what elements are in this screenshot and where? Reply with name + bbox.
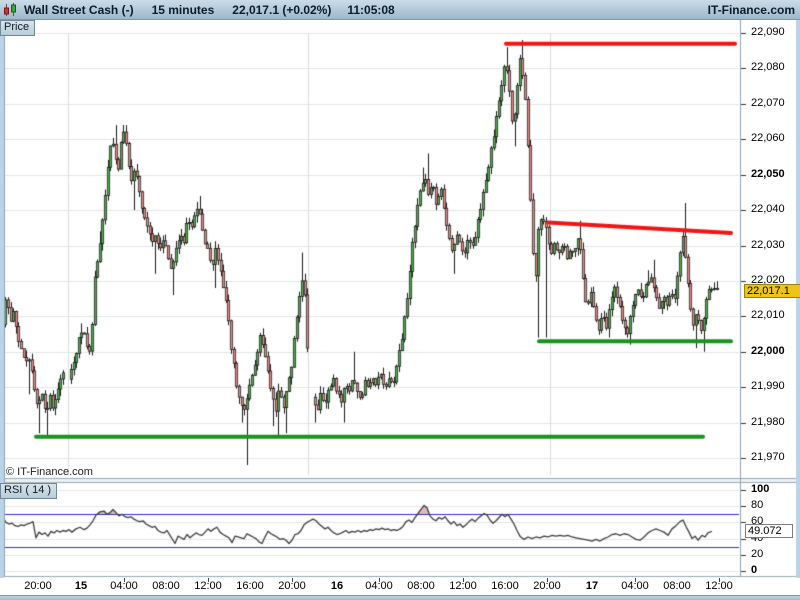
time-axis-label: 15 <box>74 580 88 592</box>
time-axis-tick <box>124 578 125 582</box>
time-axis-label: 16:00 <box>236 580 264 592</box>
time-axis-label: 12:00 <box>194 580 222 592</box>
clock-label: 11:05:08 <box>347 2 395 17</box>
chart-area: Price © IT-Finance.com RSI ( 14 ) 22,017… <box>0 20 800 578</box>
rsi-panel-tab[interactable]: RSI ( 14 ) <box>0 483 58 499</box>
rsi-axis-label: 80 <box>751 499 764 511</box>
price-axis-label: 22,040 <box>751 203 785 215</box>
app-titlebar: Wall Street Cash (-) 15 minutes 22,017.1… <box>0 0 800 20</box>
timeframe-label: 15 minutes <box>151 2 215 17</box>
time-axis-label: 17 <box>585 580 599 592</box>
price-panel-tab[interactable]: Price <box>0 20 36 36</box>
watermark-label: © IT-Finance.com <box>6 466 93 478</box>
time-axis-tick <box>379 578 380 582</box>
price-axis-label: 22,010 <box>751 309 785 321</box>
price-axis-label: 22,090 <box>751 26 785 38</box>
price-axis-label: 21,980 <box>751 416 785 428</box>
time-axis-label: 04:00 <box>110 580 138 592</box>
time-axis-tick <box>292 578 293 582</box>
time-axis-tick <box>719 578 720 582</box>
price-axis-label: 22,050 <box>751 168 785 180</box>
brand-label: IT-Finance.com <box>707 2 795 17</box>
time-axis-label: 16:00 <box>491 580 519 592</box>
time-axis-label: 16 <box>330 580 344 592</box>
time-axis-label: 12:00 <box>449 580 477 592</box>
time-axis-tick <box>463 578 464 582</box>
chart-plot-canvas[interactable] <box>0 20 800 578</box>
price-axis-label: 22,070 <box>751 97 785 109</box>
candlestick-icon <box>3 2 18 17</box>
rsi-axis-label: 20 <box>751 548 764 560</box>
time-axis-label: 04:00 <box>621 580 649 592</box>
rsi-value-badge: 49.072 <box>745 524 793 538</box>
price-axis-label: 21,990 <box>751 380 785 392</box>
time-axis-tick <box>635 578 636 582</box>
price-axis-label: 22,000 <box>751 345 785 357</box>
time-axis-label: 12:00 <box>705 580 733 592</box>
price-axis-label: 21,970 <box>751 451 785 463</box>
time-axis-label: 04:00 <box>365 580 393 592</box>
time-axis-tick <box>208 578 209 582</box>
quote-label: 22,017.1 (+0.02%) <box>232 2 332 17</box>
time-axis-label: 08:00 <box>663 580 691 592</box>
horizontal-scrollbar[interactable] <box>0 595 800 600</box>
time-axis: 20:00 15 04:00 08:00 12:00 16:00 20:00 16 04:00 0… <box>0 578 800 595</box>
rsi-axis-label: 100 <box>751 483 770 495</box>
time-axis-label: 08:00 <box>407 580 435 592</box>
price-axis-label: 22,080 <box>751 61 785 73</box>
time-axis-tick <box>547 578 548 582</box>
time-axis-label: 20:00 <box>24 580 52 592</box>
time-axis-label: 20:00 <box>533 580 561 592</box>
last-price-badge: 22,017.1 <box>744 284 800 298</box>
price-axis-label: 22,020 <box>751 274 785 286</box>
time-axis-label: 08:00 <box>152 580 180 592</box>
price-axis-label: 22,060 <box>751 132 785 144</box>
rsi-axis-label: 0 <box>751 564 758 576</box>
time-axis-label: 20:00 <box>278 580 306 592</box>
instrument-title: Wall Street Cash (-) <box>24 2 134 17</box>
price-axis-label: 22,030 <box>751 239 785 251</box>
